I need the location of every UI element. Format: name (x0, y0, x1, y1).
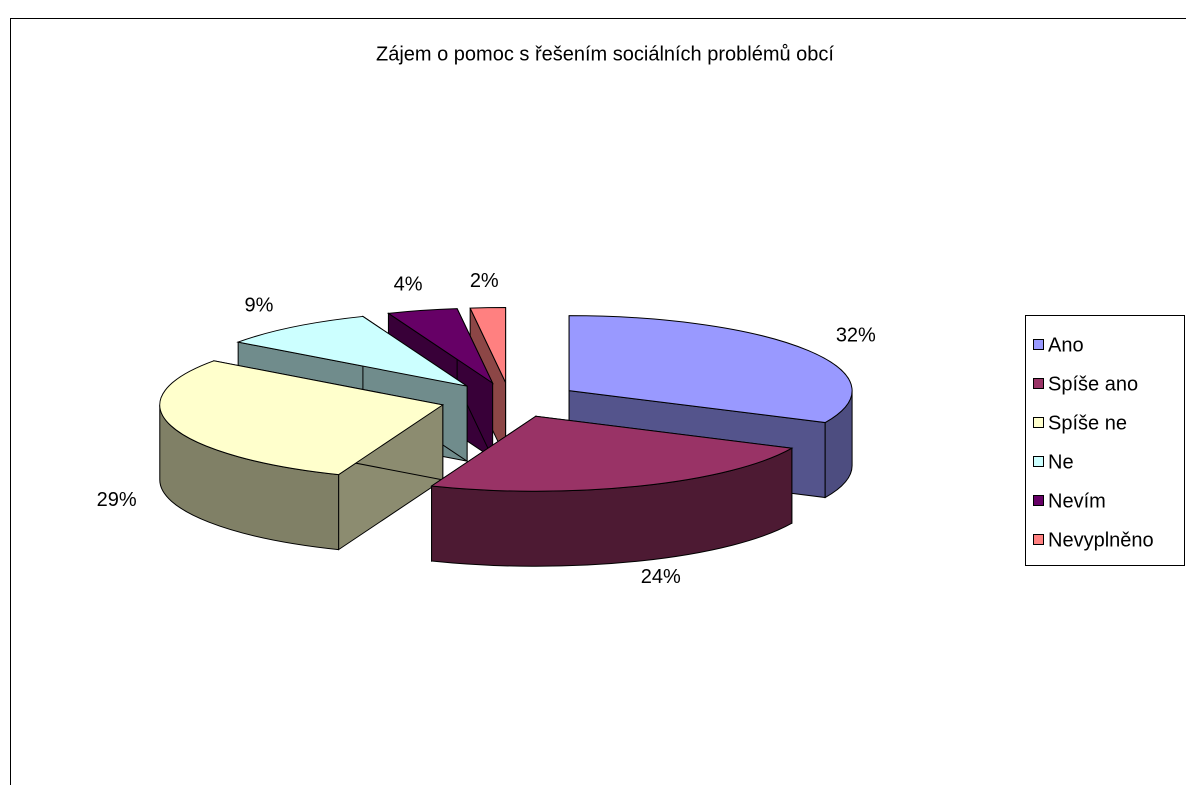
data-label: 32% (836, 325, 876, 347)
slice-top (236, 315, 468, 387)
legend-label: Nevím (1048, 490, 1106, 512)
pie (159, 307, 853, 567)
data-label: 9% (245, 294, 274, 316)
data-label: 2% (470, 270, 499, 292)
data-label: 24% (641, 566, 681, 588)
legend-label: Ano (1048, 334, 1084, 356)
slice-top (159, 360, 445, 476)
legend (1025, 315, 1185, 566)
legend-label: Spíše ano (1048, 373, 1138, 395)
legend-label: Spíše ne (1048, 412, 1127, 434)
legend-label: Nevyplněno (1048, 529, 1154, 551)
slice-top (386, 308, 494, 385)
legend-swatch (1033, 495, 1044, 506)
slice (159, 360, 445, 551)
slice-top (469, 307, 507, 383)
data-label: 4% (394, 273, 423, 295)
slice (430, 415, 794, 567)
legend-swatch (1033, 534, 1044, 545)
legend-swatch (1033, 339, 1044, 350)
slice-top (568, 315, 853, 424)
chart-title: Zájem o pomoc s řešením sociálních probl… (376, 43, 834, 65)
legend-label: Ne (1048, 451, 1074, 473)
legend-swatch (1033, 378, 1044, 389)
data-label: 29% (97, 489, 137, 511)
legend-swatch (1033, 417, 1044, 428)
legend-swatch (1033, 456, 1044, 467)
slice-top (430, 415, 794, 492)
